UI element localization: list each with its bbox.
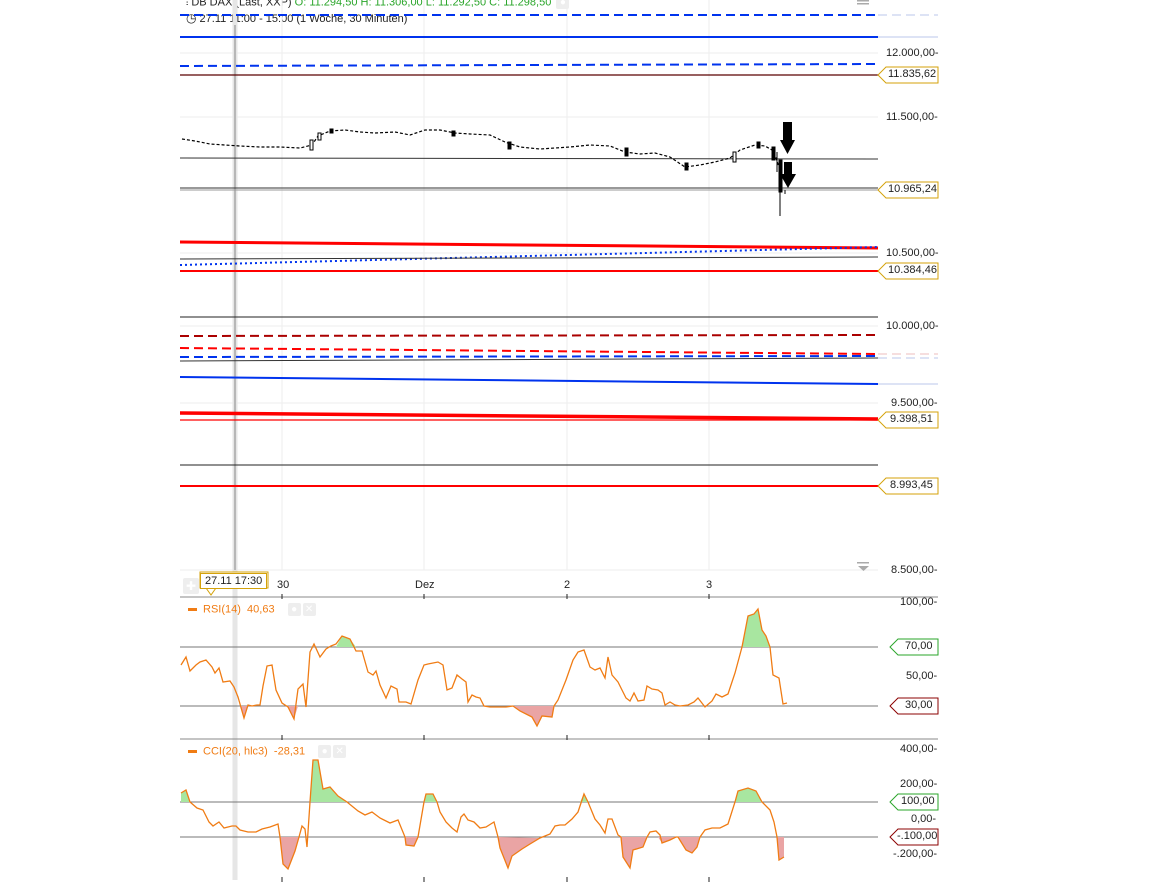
rsi-axis-label: 100,00- xyxy=(900,596,938,608)
grid-lines xyxy=(180,0,878,571)
rsi-line xyxy=(180,607,788,728)
rsi-fills xyxy=(240,609,770,726)
cci-upper-tag: 100,00 xyxy=(901,795,935,807)
price-tag-3: 10.384,46 xyxy=(888,264,937,276)
price-tag-2: 10.965,24 xyxy=(888,183,937,195)
sell-signal-arrows xyxy=(780,122,796,188)
settings-icon[interactable]: ● xyxy=(556,0,570,9)
ohlc-values: O: 11.294,50 H: 11.306,00 L: 11.292,50 C… xyxy=(294,0,552,9)
price-tag-4: 9.398,51 xyxy=(890,413,933,425)
price-tag-1: 11.835,62 xyxy=(888,68,937,80)
indicator-icon[interactable]: ⫶ xyxy=(186,0,189,8)
x-axis-label: 30 xyxy=(277,579,290,591)
cci-settings-icon[interactable]: ● xyxy=(318,745,332,758)
cci-label: CCI(20, hlc3) xyxy=(203,745,268,758)
cci-line xyxy=(180,759,785,871)
instrument-header: ⫶ DB DAX (Last, XXP) O: 11.294,50 H: 11.… xyxy=(186,0,570,9)
cci-close-icon[interactable]: ✕ xyxy=(333,745,347,758)
cci-value: -28,31 xyxy=(273,745,306,758)
price-tag-5: 8.993,45 xyxy=(890,479,933,491)
cci-axis-label: 0,00- xyxy=(911,813,937,825)
rsi-value: 40,63 xyxy=(247,603,275,616)
price-axis-label: 12.000,00- xyxy=(886,47,939,59)
rsi-axis-label: 50,00- xyxy=(906,670,938,682)
cci-axis-label: 400,00- xyxy=(900,743,938,755)
rsi-label: RSI(14) xyxy=(203,603,241,616)
price-axis-label: 10.500,00- xyxy=(886,247,939,259)
cci-lower-tag: -.100,00 xyxy=(897,830,938,842)
cci-header: CCI(20, hlc3) -28,31 ● ✕ xyxy=(188,745,347,758)
candles xyxy=(181,128,786,216)
price-axis-label: 11.500,00- xyxy=(886,111,938,123)
rsi-settings-icon[interactable]: ● xyxy=(287,603,301,616)
rsi-header: RSI(14) 40,63 ● ✕ xyxy=(188,603,316,616)
rsi-close-icon[interactable]: ✕ xyxy=(302,603,316,616)
cci-axis-label: 200,00- xyxy=(900,778,938,790)
x-axis-label: Dez xyxy=(415,579,435,591)
x-axis-label: 2 xyxy=(564,579,571,591)
cci-axis-label: -.200,00- xyxy=(893,848,938,860)
price-axis-label: 8.500,00- xyxy=(891,564,938,576)
instrument-name: DB DAX (Last, XXP) xyxy=(191,0,292,9)
crosshair-time-tooltip: 27.11 17:30 xyxy=(200,573,268,589)
rsi-lower-tag: 30,00 xyxy=(905,699,933,711)
x-axis-label: 3 xyxy=(706,579,713,591)
clock-icon: ◷ xyxy=(186,11,197,25)
price-axis-label: 9.500,00- xyxy=(891,397,938,409)
cci-legend-swatch xyxy=(188,750,197,753)
price-axis-label: 10.000,00- xyxy=(886,320,939,332)
rsi-legend-swatch xyxy=(188,608,197,611)
rsi-upper-tag: 70,00 xyxy=(905,640,933,652)
collapse-icon xyxy=(857,0,869,571)
move-handle-icon[interactable]: ✚ xyxy=(183,578,199,594)
